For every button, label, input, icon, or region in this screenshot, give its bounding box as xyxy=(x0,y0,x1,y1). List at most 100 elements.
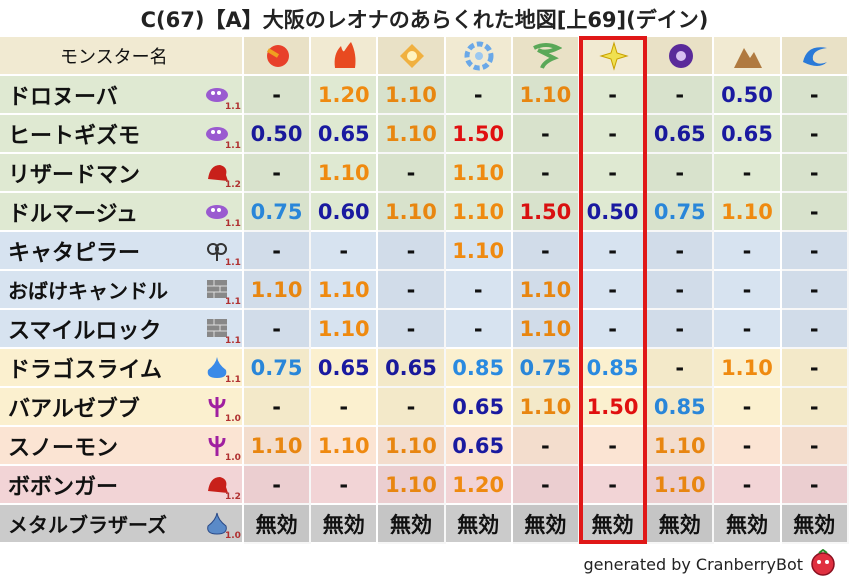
value-cell: - xyxy=(647,310,715,349)
value-cell: - xyxy=(580,154,648,193)
value-cell: - xyxy=(714,271,782,310)
value-cell: - xyxy=(714,232,782,271)
value-cell: - xyxy=(714,388,782,427)
value-cell: 1.10 xyxy=(445,232,513,271)
row-name: リザードマン xyxy=(0,154,244,193)
value-cell: 0.50 xyxy=(580,193,648,232)
value-cell: - xyxy=(512,115,580,154)
value-cell: 1.10 xyxy=(311,427,379,466)
value-cell: 0.60 xyxy=(311,193,379,232)
row-name: ドラゴスライム xyxy=(0,349,244,388)
level: 1.1 xyxy=(225,219,241,229)
value-cell: - xyxy=(512,427,580,466)
value-cell: - xyxy=(781,154,849,193)
value-cell: 0.75 xyxy=(244,193,312,232)
value-cell: - xyxy=(781,76,849,115)
monster-icon xyxy=(208,397,226,417)
value-cell: - xyxy=(244,310,312,349)
header-cell: モンスター名 xyxy=(0,37,244,76)
value-cell: 1.10 xyxy=(647,466,715,505)
monster-icon xyxy=(207,512,227,535)
value-cell: - xyxy=(445,310,513,349)
value-cell: 無効 xyxy=(512,505,580,544)
monster-icon xyxy=(206,127,228,141)
value-cell: 1.10 xyxy=(311,310,379,349)
value-cell: - xyxy=(781,427,849,466)
value-cell: 0.50 xyxy=(714,76,782,115)
value-cell: - xyxy=(580,427,648,466)
value-cell: 0.75 xyxy=(647,193,715,232)
value-cell: - xyxy=(311,232,379,271)
value-cell: 1.10 xyxy=(445,193,513,232)
element-icon xyxy=(598,41,629,71)
value-cell: - xyxy=(781,115,849,154)
value-cell: - xyxy=(580,232,648,271)
value-cell: - xyxy=(244,154,312,193)
monster-icon xyxy=(206,205,228,219)
value-cell: - xyxy=(512,466,580,505)
header-cell xyxy=(781,37,849,76)
value-cell: 0.65 xyxy=(378,349,446,388)
value-cell: - xyxy=(378,310,446,349)
value-cell: - xyxy=(311,388,379,427)
monster-icon xyxy=(208,477,228,493)
value-cell: 1.10 xyxy=(647,427,715,466)
title: C(67)【A】大阪のレオナのあらくれた地図[上69](デイン) xyxy=(140,8,709,32)
value-cell: 1.10 xyxy=(512,388,580,427)
value-cell: 無効 xyxy=(244,505,312,544)
value-cell: 1.10 xyxy=(512,76,580,115)
row-name: ボボンガー xyxy=(0,466,244,505)
value-cell: 1.10 xyxy=(378,427,446,466)
value-cell: - xyxy=(781,193,849,232)
header-cell xyxy=(714,37,782,76)
element-icon xyxy=(464,41,494,71)
level: 1.2 xyxy=(225,492,241,502)
value-cell: - xyxy=(580,76,648,115)
value-cell: - xyxy=(647,349,715,388)
value-cell: - xyxy=(781,349,849,388)
row-name: スノーモン xyxy=(0,427,244,466)
value-cell: 1.50 xyxy=(512,193,580,232)
value-cell: 無効 xyxy=(580,505,648,544)
level: 1.1 xyxy=(225,375,241,385)
value-cell: 0.65 xyxy=(445,388,513,427)
value-cell: 1.10 xyxy=(378,76,446,115)
element-icon xyxy=(334,42,356,68)
value-cell: - xyxy=(445,271,513,310)
value-cell: - xyxy=(714,154,782,193)
value-cell: - xyxy=(714,466,782,505)
value-cell: 1.10 xyxy=(512,310,580,349)
element-icon xyxy=(803,47,828,66)
monster-icon xyxy=(207,319,227,337)
value-cell: - xyxy=(781,388,849,427)
value-cell: 0.50 xyxy=(244,115,312,154)
value-cell: 1.10 xyxy=(244,271,312,310)
row-name: キャタピラー xyxy=(0,232,244,271)
value-cell: - xyxy=(445,76,513,115)
value-cell: 無効 xyxy=(378,505,446,544)
level: 1.1 xyxy=(225,141,241,151)
value-cell: - xyxy=(244,466,312,505)
value-cell: 無効 xyxy=(714,505,782,544)
row-name: バアルゼブブ xyxy=(0,388,244,427)
value-cell: - xyxy=(647,271,715,310)
level: 1.2 xyxy=(225,180,241,190)
value-cell: - xyxy=(244,388,312,427)
value-cell: - xyxy=(580,466,648,505)
level: 1.1 xyxy=(225,297,241,307)
row-name: ドロヌーバ xyxy=(0,76,244,115)
value-cell: - xyxy=(244,232,312,271)
value-cell: 0.75 xyxy=(512,349,580,388)
value-cell: 0.65 xyxy=(714,115,782,154)
value-cell: 1.10 xyxy=(445,154,513,193)
value-cell: 無効 xyxy=(647,505,715,544)
row-name: おばけキャンドル xyxy=(0,271,244,310)
value-cell: 0.85 xyxy=(647,388,715,427)
value-cell: 無効 xyxy=(311,505,379,544)
value-cell: - xyxy=(378,232,446,271)
element-icon xyxy=(400,44,424,68)
row-name: メタルブラザーズ xyxy=(0,505,244,544)
value-cell: - xyxy=(781,310,849,349)
value-cell: 1.20 xyxy=(445,466,513,505)
